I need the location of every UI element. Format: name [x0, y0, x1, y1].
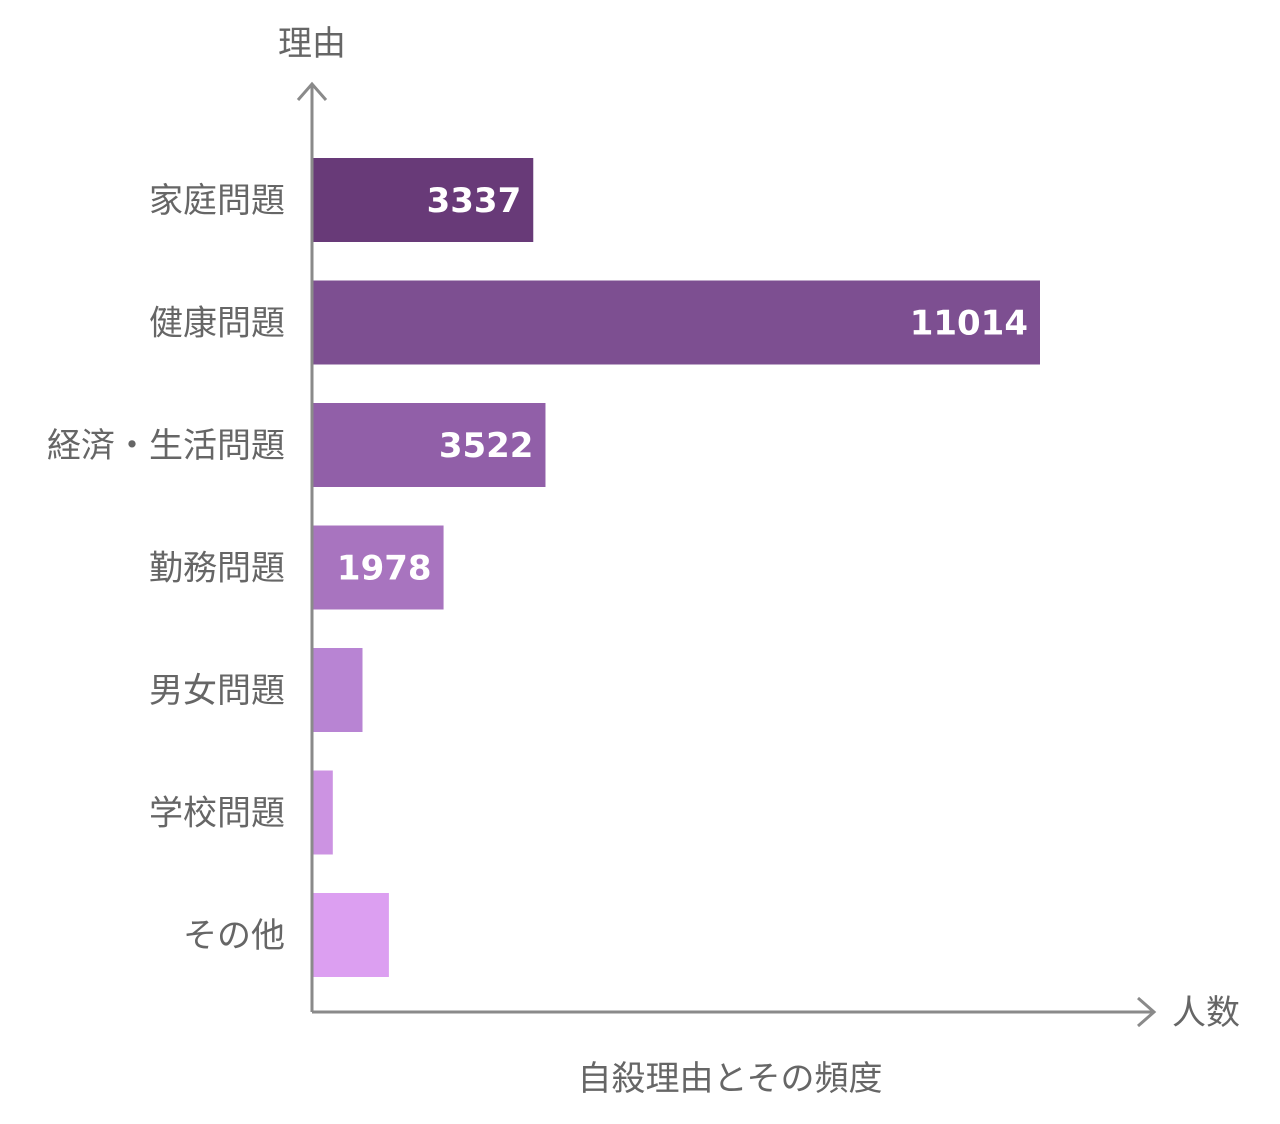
axes-layer — [296, 81, 1157, 1028]
category-label-6: 学校問題 — [149, 794, 285, 834]
chart-title: 自殺理由とその頻度 — [578, 1059, 883, 1099]
bar-6 — [313, 770, 333, 855]
category-label-2: 健康問題 — [149, 304, 285, 344]
category-label-3: 経済・生活問題 — [47, 426, 285, 466]
y-axis-arrow-icon — [296, 81, 328, 101]
bar-5 — [313, 648, 363, 732]
category-label-7: その他 — [183, 916, 285, 956]
bar-1 — [313, 158, 534, 242]
bar-3 — [313, 403, 546, 487]
value-label-2: 11014 — [910, 304, 1028, 344]
bar-2 — [313, 280, 1040, 365]
value-label-1: 3337 — [427, 181, 522, 221]
x-axis-title: 人数 — [1172, 993, 1240, 1033]
bar-7 — [313, 893, 389, 977]
bars-layer: 家庭問題 3337 健康問題 11014 経済・生活問題 3522 勤務問題 1978 男女問題… — [47, 158, 1040, 977]
value-label-3: 3522 — [439, 426, 534, 466]
category-label-1: 家庭問題 — [149, 181, 285, 221]
y-axis-title: 理由 — [278, 24, 346, 64]
bar-4 — [313, 525, 444, 610]
value-label-4: 1978 — [337, 549, 432, 589]
category-label-5: 男女問題 — [149, 671, 285, 711]
x-axis-arrow-icon — [1137, 996, 1157, 1028]
category-label-4: 勤務問題 — [149, 549, 285, 589]
